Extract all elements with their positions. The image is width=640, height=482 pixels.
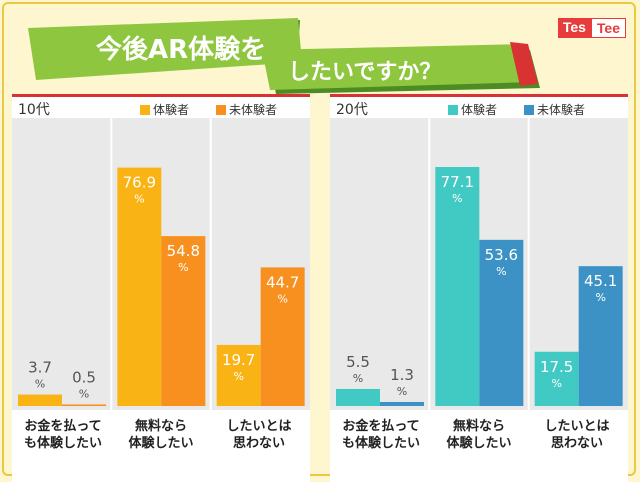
legend-label: 未体験者 [537, 103, 586, 117]
data-label: 17.5 [540, 358, 573, 376]
data-label-unit: % [277, 292, 287, 305]
panel-header: 10代 体験者 未体験者 [12, 94, 310, 118]
page-frame [2, 2, 636, 476]
bar [336, 388, 380, 406]
data-label: 44.7 [266, 273, 299, 291]
legend-inexperienced: 未体験者 [216, 101, 277, 118]
bar [260, 267, 305, 406]
data-label-unit: % [496, 265, 506, 278]
data-label-unit: % [452, 192, 462, 205]
bar [18, 394, 62, 406]
data-label: 45.1 [584, 272, 617, 290]
bar [380, 401, 424, 406]
bar [216, 344, 261, 406]
panel-title: 10代 [18, 102, 50, 118]
category-label: したいとは 思わない [226, 419, 292, 451]
bar [161, 236, 206, 406]
data-label-unit: % [595, 291, 605, 304]
bar [479, 239, 524, 406]
data-label-unit: % [233, 370, 243, 383]
data-label-unit: % [178, 261, 188, 274]
bar [578, 266, 623, 406]
category-label: したいとは 思わない [544, 419, 610, 451]
data-label-unit: % [397, 385, 407, 398]
legend-swatch [140, 104, 150, 115]
legend-swatch [216, 104, 226, 115]
data-label-unit: % [551, 377, 561, 390]
category-label: お金を払って も体験したい [23, 419, 102, 451]
data-label: 1.3 [390, 366, 414, 384]
legend-inexperienced: 未体験者 [524, 101, 585, 118]
bar [117, 167, 162, 406]
data-label: 19.7 [222, 351, 255, 369]
data-label: 5.5 [346, 353, 370, 371]
title-line1: 今後AR体験を [96, 34, 266, 65]
data-label: 53.6 [485, 246, 518, 264]
brand-logo: Tes Tee [557, 18, 626, 38]
legend-swatch [448, 104, 458, 115]
legend-label: 未体験者 [229, 103, 278, 117]
legend-swatch [524, 104, 534, 115]
category-label: お金を払って も体験したい [341, 419, 420, 451]
data-label-unit: % [134, 193, 144, 206]
legend-experienced: 体験者 [448, 101, 497, 118]
panel-title: 20代 [336, 102, 368, 118]
brand-logo-left: Tes [557, 18, 591, 38]
category-labels: お金を払って も体験したい 無料なら 体験したい したいとは 思わない [330, 410, 628, 482]
bar-chart-20s: 5.5% 1.3%77.1%53.6%17.5%45.1% [336, 118, 623, 410]
data-label: 54.8 [167, 242, 200, 260]
chart-panel-10s: 10代 体験者 未体験者 3.7% 0.5% 76.9% 54.8% 19.7% 44.7… [12, 94, 310, 482]
legend-label: 体験者 [153, 103, 190, 117]
title-banner: 今後AR体験を したいですか？ [28, 18, 540, 94]
brand-logo-right: Tee [590, 18, 626, 38]
data-label-unit: % [353, 372, 363, 385]
data-label: 3.7 [28, 359, 52, 377]
data-label: 0.5 [72, 368, 96, 386]
title-line2: したいですか？ [288, 60, 441, 85]
bar-chart-10s: 3.7% 0.5%76.9%54.8%19.7%44.7% [18, 118, 305, 410]
bar [435, 166, 480, 406]
category-label: 無料なら 体験したい [446, 419, 512, 451]
legend-experienced: 体験者 [140, 101, 189, 118]
data-label-unit: % [79, 387, 89, 400]
legend-label: 体験者 [461, 103, 498, 117]
panel-header: 20代 体験者 未体験者 [330, 94, 628, 118]
bar [62, 404, 106, 406]
data-label-unit: % [35, 378, 45, 391]
chart-panel-20s: 20代 体験者 未体験者 5.5% 1.3% 77.1% 53.6% 17.5% 45.1… [330, 94, 628, 482]
data-label: 77.1 [441, 173, 474, 191]
bar [534, 351, 579, 406]
data-label: 76.9 [123, 174, 156, 192]
category-labels: お金を払って も体験したい 無料なら 体験したい したいとは 思わない [12, 410, 310, 482]
category-label: 無料なら 体験したい [128, 419, 194, 451]
